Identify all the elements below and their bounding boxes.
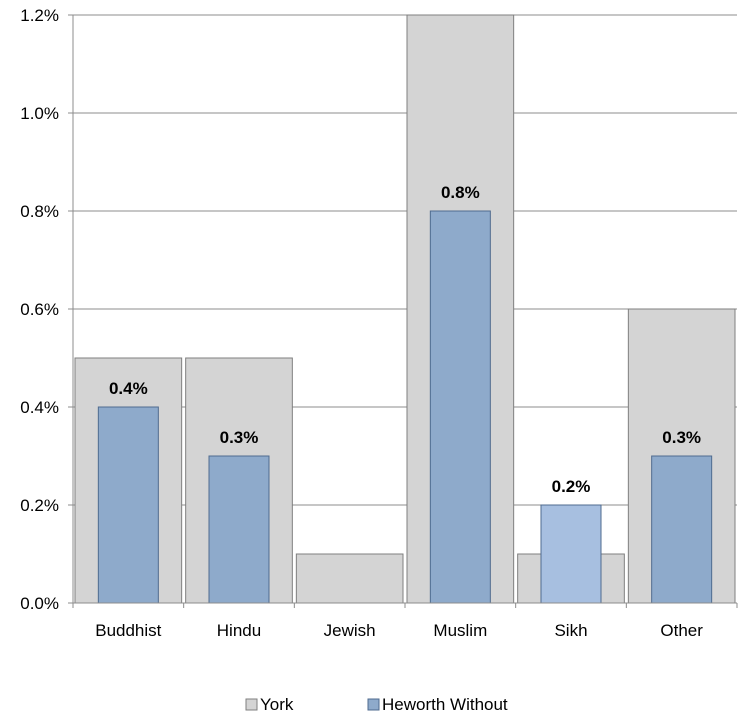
x-tick-label-jewish: Jewish [324, 621, 376, 640]
x-axis-tick-labels: Buddhist Hindu Jewish Muslim Sikh Other [95, 621, 703, 640]
y-axis-tick-labels: 0.0% 0.2% 0.4% 0.6% 0.8% 1.0% 1.2% [20, 6, 59, 613]
data-label-sikh: 0.2% [552, 477, 591, 496]
y-tick-label-0-8: 0.8% [20, 202, 59, 221]
data-label-hindu: 0.3% [220, 428, 259, 447]
y-tick-label-0-6: 0.6% [20, 300, 59, 319]
x-tick-label-muslim: Muslim [433, 621, 487, 640]
gridlines [73, 14, 737, 506]
york-series [74, 14, 736, 604]
y-tick-label-0-2: 0.2% [20, 496, 59, 515]
x-tick-label-buddhist: Buddhist [95, 621, 161, 640]
data-label-muslim: 0.8% [441, 183, 480, 202]
data-label-buddhist: 0.4% [109, 379, 148, 398]
y-tick-label-1-0: 1.0% [20, 104, 59, 123]
y-tick-label-0-4: 0.4% [20, 398, 59, 417]
legend-swatch-york [245, 698, 258, 711]
y-tick-label-1-2: 1.2% [20, 6, 59, 25]
x-tick-label-other: Other [660, 621, 703, 640]
bar-heworth-without-sikh [540, 504, 602, 604]
bar-heworth-without-other [651, 455, 713, 604]
bar-york-jewish [295, 553, 404, 604]
x-tick-label-hindu: Hindu [217, 621, 261, 640]
legend-label-york: York [260, 695, 294, 714]
legend-label-heworth-without: Heworth Without [382, 695, 508, 714]
heworth-without-series [97, 210, 713, 604]
axes [68, 14, 738, 608]
y-tick-label-0-0: 0.0% [20, 594, 59, 613]
legend-swatch-heworth-without [367, 698, 380, 711]
data-label-other: 0.3% [662, 428, 701, 447]
x-tick-label-sikh: Sikh [554, 621, 587, 640]
bar-heworth-without-buddhist [97, 406, 159, 604]
bar-heworth-without-muslim [429, 210, 491, 604]
legend: York Heworth Without [245, 695, 508, 714]
data-labels: 0.4% 0.3% 0.8% 0.2% 0.3% [109, 183, 701, 496]
bar-heworth-without-hindu [208, 455, 270, 604]
